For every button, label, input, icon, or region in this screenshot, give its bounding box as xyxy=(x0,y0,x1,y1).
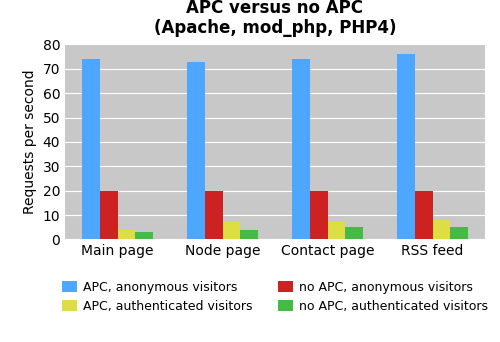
Bar xyxy=(136,232,153,239)
Bar xyxy=(292,59,310,239)
Bar xyxy=(310,191,328,239)
Bar xyxy=(222,222,240,239)
Bar xyxy=(204,191,222,239)
Bar xyxy=(397,54,414,239)
Bar xyxy=(82,59,100,239)
Bar xyxy=(240,230,258,239)
Bar xyxy=(328,222,345,239)
Bar xyxy=(414,191,432,239)
Bar xyxy=(118,230,136,239)
Bar xyxy=(187,62,204,239)
Bar xyxy=(432,220,450,239)
Legend: APC, anonymous visitors, APC, authenticated visitors, no APC, anonymous visitors: APC, anonymous visitors, APC, authentica… xyxy=(62,281,488,313)
Bar xyxy=(346,227,363,239)
Bar xyxy=(450,227,468,239)
Title: APC versus no APC
(Apache, mod_php, PHP4): APC versus no APC (Apache, mod_php, PHP4… xyxy=(154,0,396,37)
Y-axis label: Requests per second: Requests per second xyxy=(23,70,37,214)
Bar xyxy=(100,191,117,239)
